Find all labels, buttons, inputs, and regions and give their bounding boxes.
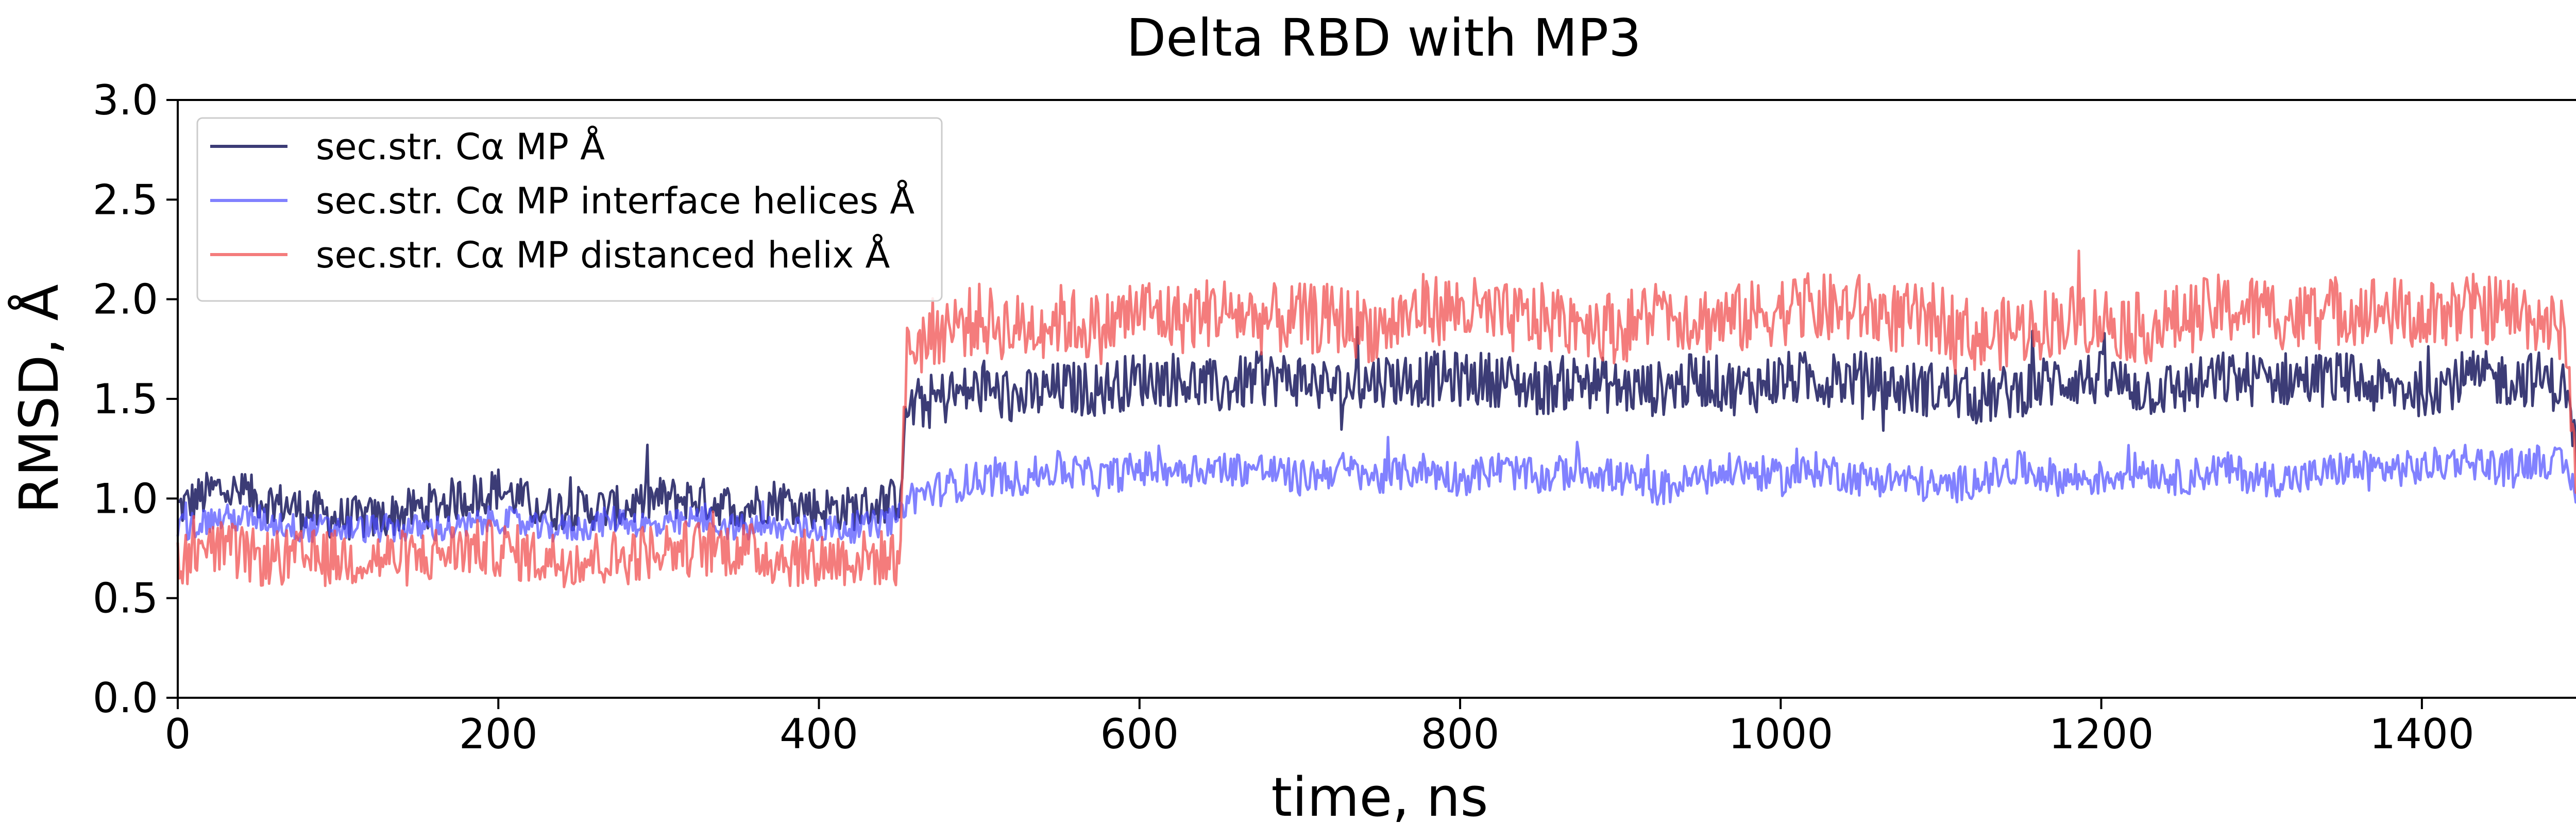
legend-box — [196, 117, 943, 302]
legend-label: sec.str. Cα MP interface helices Å — [316, 180, 914, 222]
y-tick-label: 2.0 — [93, 276, 158, 324]
y-tick-label: 1.5 — [93, 375, 158, 423]
legend: sec.str. Cα MP Å sec.str. Cα MP interface… — [196, 117, 943, 302]
x-tick-label: 800 — [1421, 710, 1500, 758]
series-line-sec-str-c-mp-distanced-helix — [176, 249, 2576, 589]
x-axis-label: time, ns — [1271, 766, 1488, 829]
y-tick-label: 2.5 — [93, 176, 158, 224]
x-tick-label: 1200 — [2049, 710, 2154, 758]
x-tick-label: 600 — [1100, 710, 1179, 758]
series-line-sec-str-c-mp — [177, 326, 2576, 541]
x-tick-label: 1000 — [1728, 710, 1834, 758]
y-tick-label: 0.0 — [93, 674, 158, 722]
x-axis: 0 200 400 600 800 1000 1200 1400 — [165, 698, 2475, 758]
series-layer — [176, 249, 2576, 589]
y-axis: 0.0 0.5 1.0 1.5 2.0 2.5 3.0 — [93, 76, 178, 722]
x-tick-label: 0 — [165, 710, 191, 758]
y-tick-label: 3.0 — [93, 76, 158, 124]
series-line-sec-str-c-mp-interface-helices — [176, 435, 2576, 544]
legend-label: sec.str. Cα MP distanced helix Å — [316, 234, 890, 276]
x-tick-label: 1400 — [2369, 710, 2475, 758]
x-tick-label: 200 — [459, 710, 538, 758]
y-tick-label: 1.0 — [93, 475, 158, 523]
chart-title: Delta RBD with MP3 — [1126, 8, 1641, 68]
y-tick-label: 0.5 — [93, 575, 158, 623]
x-tick-label: 400 — [779, 710, 858, 758]
y-axis-label: RMSD, Å — [8, 284, 71, 513]
legend-label: sec.str. Cα MP Å — [316, 126, 605, 168]
